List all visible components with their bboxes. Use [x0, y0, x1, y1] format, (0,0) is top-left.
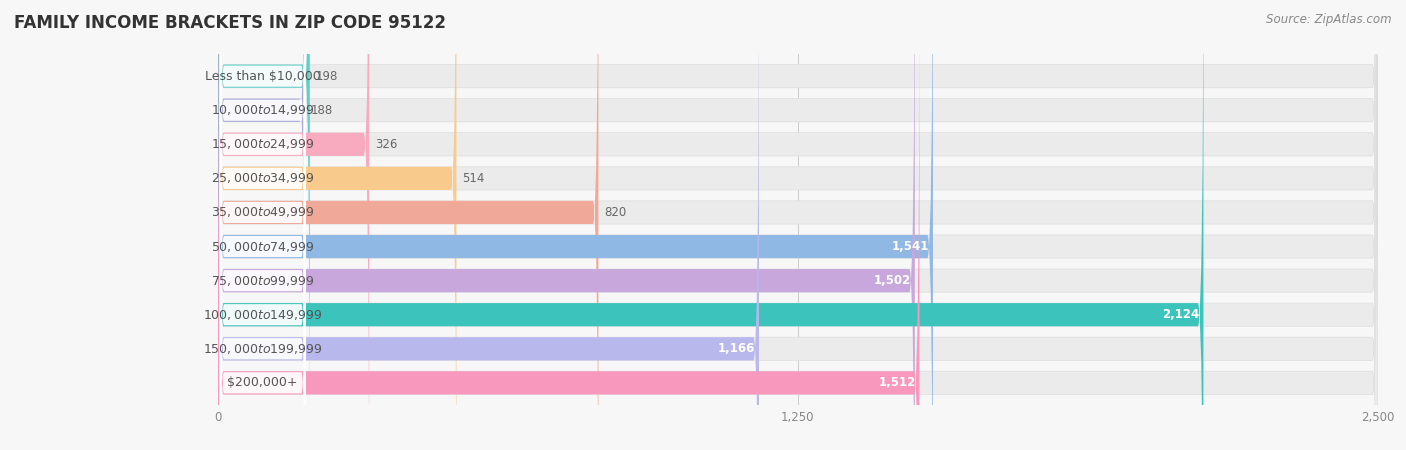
Text: 1,512: 1,512 [879, 376, 915, 389]
FancyBboxPatch shape [218, 0, 1378, 450]
FancyBboxPatch shape [219, 0, 305, 450]
FancyBboxPatch shape [218, 0, 915, 450]
Text: 514: 514 [463, 172, 484, 185]
FancyBboxPatch shape [218, 0, 1378, 450]
FancyBboxPatch shape [218, 0, 1378, 450]
Text: $25,000 to $34,999: $25,000 to $34,999 [211, 171, 315, 185]
FancyBboxPatch shape [218, 0, 1204, 450]
Text: $75,000 to $99,999: $75,000 to $99,999 [211, 274, 315, 288]
FancyBboxPatch shape [218, 0, 1378, 450]
Text: 198: 198 [315, 70, 337, 83]
Text: 1,166: 1,166 [718, 342, 755, 355]
FancyBboxPatch shape [219, 0, 305, 406]
Text: 1,541: 1,541 [891, 240, 929, 253]
FancyBboxPatch shape [218, 0, 370, 450]
Text: $200,000+: $200,000+ [228, 376, 298, 389]
Text: Source: ZipAtlas.com: Source: ZipAtlas.com [1267, 14, 1392, 27]
FancyBboxPatch shape [219, 0, 305, 450]
Text: FAMILY INCOME BRACKETS IN ZIP CODE 95122: FAMILY INCOME BRACKETS IN ZIP CODE 95122 [14, 14, 446, 32]
Text: $10,000 to $14,999: $10,000 to $14,999 [211, 103, 315, 117]
FancyBboxPatch shape [218, 0, 934, 450]
Text: 2,124: 2,124 [1163, 308, 1199, 321]
FancyBboxPatch shape [218, 0, 759, 450]
FancyBboxPatch shape [219, 0, 305, 450]
FancyBboxPatch shape [218, 0, 1378, 450]
FancyBboxPatch shape [218, 0, 1378, 450]
FancyBboxPatch shape [219, 18, 305, 450]
Text: Less than $10,000: Less than $10,000 [205, 70, 321, 83]
FancyBboxPatch shape [218, 0, 1378, 450]
FancyBboxPatch shape [218, 0, 1378, 450]
Text: $50,000 to $74,999: $50,000 to $74,999 [211, 239, 315, 253]
FancyBboxPatch shape [219, 0, 305, 441]
FancyBboxPatch shape [218, 0, 920, 450]
Text: 188: 188 [311, 104, 333, 117]
FancyBboxPatch shape [219, 53, 305, 450]
FancyBboxPatch shape [218, 0, 457, 450]
Text: $35,000 to $49,999: $35,000 to $49,999 [211, 206, 315, 220]
Text: 820: 820 [605, 206, 626, 219]
Text: $100,000 to $149,999: $100,000 to $149,999 [202, 308, 322, 322]
Text: $15,000 to $24,999: $15,000 to $24,999 [211, 137, 315, 151]
FancyBboxPatch shape [219, 0, 305, 372]
FancyBboxPatch shape [219, 87, 305, 450]
FancyBboxPatch shape [218, 0, 1378, 450]
FancyBboxPatch shape [218, 0, 599, 450]
FancyBboxPatch shape [219, 0, 305, 450]
FancyBboxPatch shape [218, 0, 305, 450]
FancyBboxPatch shape [218, 0, 309, 450]
Text: $150,000 to $199,999: $150,000 to $199,999 [202, 342, 322, 356]
FancyBboxPatch shape [218, 0, 1378, 450]
Text: 326: 326 [375, 138, 396, 151]
Text: 1,502: 1,502 [875, 274, 911, 287]
